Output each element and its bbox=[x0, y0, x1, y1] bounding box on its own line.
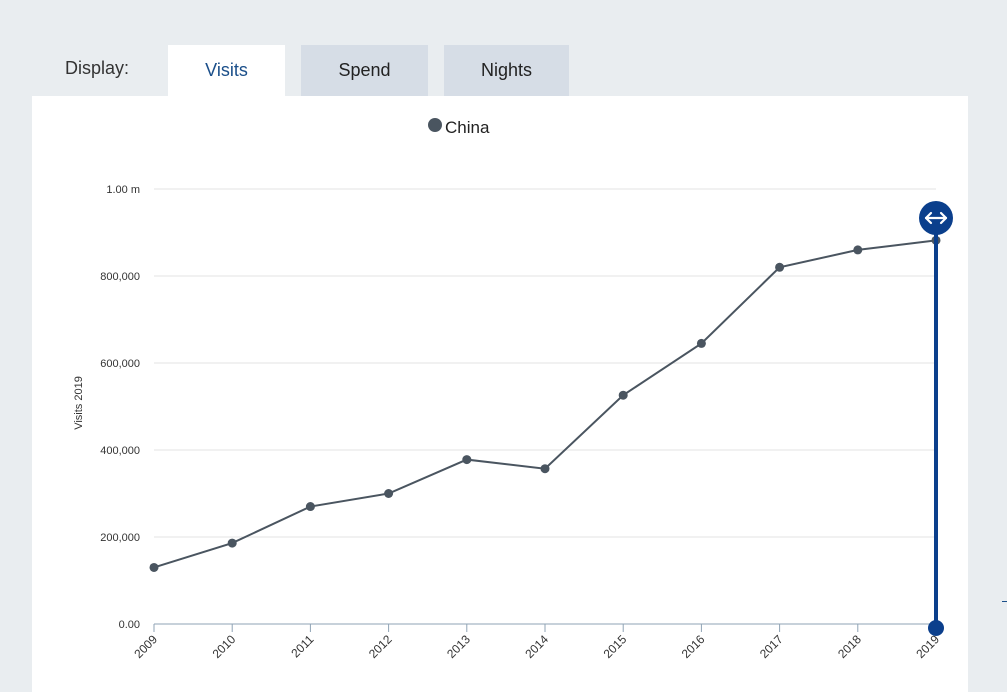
data-point bbox=[227, 538, 237, 548]
y-tick-label: 400,000 bbox=[100, 445, 140, 457]
x-tick-label: 2014 bbox=[522, 632, 551, 661]
tab-spend[interactable]: Spend bbox=[301, 45, 428, 96]
x-tick-label: 2011 bbox=[288, 632, 316, 660]
data-point bbox=[149, 562, 159, 572]
grid-lines bbox=[154, 188, 936, 538]
slider-bottom-handle bbox=[928, 620, 944, 636]
x-tick-label: 2019 bbox=[913, 632, 942, 661]
tab-visits[interactable]: Visits bbox=[168, 45, 285, 96]
legend-label-china: China bbox=[445, 118, 490, 137]
edge-mark bbox=[1002, 601, 1007, 602]
resize-horizontal-icon bbox=[924, 211, 948, 225]
x-tick-label: 2012 bbox=[366, 632, 395, 661]
x-tick-label: 2017 bbox=[757, 632, 786, 661]
series-line bbox=[153, 239, 937, 569]
data-point bbox=[305, 502, 315, 512]
y-tick-label: 600,000 bbox=[100, 358, 140, 370]
x-tick-label: 2013 bbox=[444, 632, 473, 661]
x-tick-label: 2016 bbox=[679, 632, 708, 661]
legend-marker-china bbox=[428, 118, 442, 132]
arrow-left-head bbox=[924, 211, 933, 225]
slider-handle[interactable] bbox=[919, 201, 953, 235]
chart-panel: China 0.00 200,000 400,000 600,000 800,000 1.… bbox=[32, 96, 968, 692]
y-axis-ticks: 0.00 200,000 400,000 600,000 800,000 1.00 m bbox=[100, 184, 140, 631]
chart-legend[interactable]: China bbox=[428, 118, 490, 137]
data-point bbox=[618, 390, 628, 400]
data-point bbox=[853, 245, 863, 255]
data-point bbox=[540, 464, 550, 474]
y-tick-label: 800,000 bbox=[100, 271, 140, 283]
x-tick-label: 2018 bbox=[835, 632, 864, 661]
x-tick-label: 2010 bbox=[210, 632, 239, 661]
x-tick-label: 2015 bbox=[601, 632, 630, 661]
line-chart: China 0.00 200,000 400,000 600,000 800,000 1.… bbox=[73, 118, 953, 661]
y-tick-label: 0.00 bbox=[119, 619, 140, 631]
y-tick-label: 200,000 bbox=[100, 532, 140, 544]
y-tick-label: 1.00 m bbox=[106, 184, 140, 196]
y-axis-label: Visits 2019 bbox=[73, 376, 85, 430]
data-point bbox=[775, 262, 785, 272]
data-point bbox=[696, 338, 706, 348]
x-axis: 2009 2010 2011 2012 2013 2014 2015 2016 2017 2018… bbox=[131, 623, 942, 661]
year-slider[interactable] bbox=[919, 201, 953, 636]
series-china bbox=[149, 235, 941, 572]
x-tick-label: 2009 bbox=[131, 632, 160, 661]
data-point bbox=[384, 489, 394, 498]
tab-nights[interactable]: Nights bbox=[444, 45, 569, 96]
data-point bbox=[462, 455, 472, 465]
display-label: Display: bbox=[65, 58, 130, 78]
arrow-right-head bbox=[939, 211, 948, 225]
